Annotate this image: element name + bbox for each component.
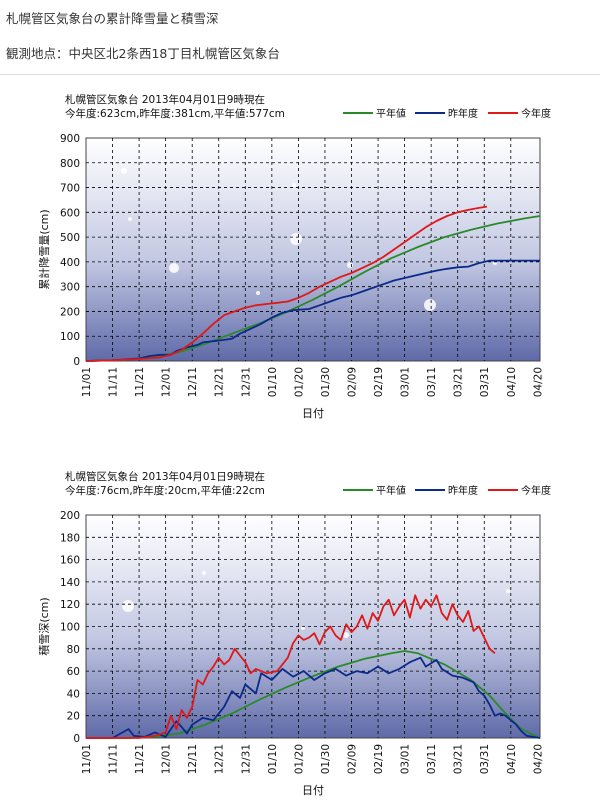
y-tick-label: 100 [60, 622, 80, 634]
snowflake-decoration [202, 571, 206, 575]
snowflake-decoration [137, 537, 143, 543]
y-tick-label: 300 [60, 282, 80, 294]
y-tick-label: 0 [73, 356, 80, 368]
y-axis-label: 累計降雪量(cm) [37, 209, 51, 289]
series-line-last_year [86, 656, 541, 739]
series-line-normal [86, 650, 541, 739]
x-tick-label: 11/21 [134, 744, 146, 774]
x-tick-label: 11/01 [81, 367, 93, 397]
snowflake-decoration [246, 539, 250, 543]
page-title: 札幌管区気象台の累計降雪量と積雪深 [6, 11, 219, 26]
y-tick-label: 180 [60, 532, 80, 544]
x-tick-label: 03/31 [479, 744, 491, 774]
x-axis-label: 日付 [302, 407, 324, 420]
snowflake-decoration [169, 263, 179, 273]
legend-label-last_year: 昨年度 [448, 484, 478, 497]
snowflake-decoration [290, 233, 302, 245]
x-tick-label: 02/19 [373, 744, 385, 774]
x-tick-label: 03/01 [400, 744, 412, 774]
x-tick-label: 04/10 [506, 744, 518, 774]
x-tick-label: 02/09 [346, 744, 358, 774]
chart-title-line2: 今年度:623cm,昨年度:381cm,平年値:577cm [65, 107, 285, 120]
series-line-this_year [86, 594, 496, 739]
y-tick-label: 160 [60, 555, 80, 567]
x-tick-label: 01/20 [293, 367, 305, 397]
x-tick-label: 04/20 [532, 744, 544, 774]
chart-title-line1: 札幌管区気象台 2013年04月01日9時現在 [65, 470, 265, 483]
x-tick-label: 11/11 [108, 744, 120, 774]
y-tick-label: 200 [60, 306, 80, 318]
x-tick-label: 11/11 [108, 367, 120, 397]
divider [0, 74, 600, 75]
series-line-this_year [85, 205, 488, 362]
snowflake-decoration [128, 217, 132, 221]
x-tick-label: 01/10 [267, 744, 279, 774]
location-label: 観測地点：中央区北2条西18丁目札幌管区気象台 [6, 46, 280, 61]
legend-label-last_year: 昨年度 [448, 107, 478, 120]
x-tick-label: 12/31 [240, 367, 252, 397]
snowflake-decoration [256, 291, 260, 295]
legend-label-normal: 平年値 [376, 107, 406, 120]
snow-depth-chart: 札幌管区気象台 2013年04月01日9時現在今年度:76cm,昨年度:20cm… [37, 470, 551, 797]
x-tick-label: 03/21 [453, 367, 465, 397]
x-tick-label: 03/11 [426, 367, 438, 397]
legend-label-this_year: 今年度 [521, 107, 551, 120]
snowflake-decoration [347, 262, 353, 268]
y-axis-label: 積雪深(cm) [37, 597, 51, 655]
snowflake-decoration [292, 183, 296, 187]
chart-title-line1: 札幌管区気象台 2013年04月01日9時現在 [65, 93, 265, 106]
snowflake-decoration [486, 546, 490, 550]
y-tick-label: 140 [60, 577, 80, 589]
x-tick-label: 12/11 [187, 367, 199, 397]
snowflake-decoration [402, 540, 408, 546]
x-tick-label: 12/21 [214, 367, 226, 397]
y-tick-label: 20 [67, 711, 80, 723]
x-axis-label: 日付 [302, 784, 324, 797]
x-tick-label: 02/19 [373, 367, 385, 397]
snowflake-decoration [424, 299, 436, 311]
y-tick-label: 800 [60, 158, 80, 170]
y-tick-label: 600 [60, 207, 80, 219]
x-tick-label: 03/21 [453, 744, 465, 774]
y-tick-label: 60 [67, 666, 80, 678]
x-tick-label: 01/10 [267, 367, 279, 397]
y-tick-label: 120 [60, 599, 80, 611]
legend-label-normal: 平年値 [376, 484, 406, 497]
x-tick-label: 11/21 [134, 367, 146, 397]
x-tick-label: 03/11 [426, 744, 438, 774]
x-tick-label: 02/09 [346, 367, 358, 397]
snowflake-decoration [121, 168, 127, 174]
y-tick-label: 500 [60, 232, 80, 244]
x-tick-label: 12/01 [161, 367, 173, 397]
x-tick-label: 04/10 [506, 367, 518, 397]
y-tick-label: 100 [60, 331, 80, 343]
snowflake-decoration [343, 632, 349, 638]
x-tick-label: 12/01 [161, 744, 173, 774]
x-tick-label: 01/20 [293, 744, 305, 774]
chart-title-line2: 今年度:76cm,昨年度:20cm,平年値:22cm [65, 484, 265, 497]
x-tick-label: 01/30 [320, 367, 332, 397]
x-tick-label: 11/01 [81, 744, 93, 774]
x-tick-label: 04/20 [532, 367, 544, 397]
snowflake-decoration [506, 589, 510, 593]
cumulative-snowfall-chart: 札幌管区気象台 2013年04月01日9時現在今年度:623cm,昨年度:381… [37, 93, 551, 420]
y-tick-label: 200 [60, 510, 80, 522]
x-tick-label: 03/31 [479, 367, 491, 397]
x-tick-label: 01/30 [320, 744, 332, 774]
y-tick-label: 700 [60, 183, 80, 195]
snowflake-decoration [301, 626, 305, 630]
y-tick-label: 40 [67, 688, 80, 700]
snowflake-decoration [122, 600, 134, 612]
x-tick-label: 12/11 [187, 744, 199, 774]
y-tick-label: 80 [67, 644, 80, 656]
plot-area [85, 137, 541, 362]
x-tick-label: 12/31 [240, 744, 252, 774]
y-tick-label: 900 [60, 133, 80, 145]
x-tick-label: 12/21 [214, 744, 226, 774]
y-tick-label: 0 [73, 733, 80, 745]
y-tick-label: 400 [60, 257, 80, 269]
x-tick-label: 03/01 [400, 367, 412, 397]
legend-label-this_year: 今年度 [521, 484, 551, 497]
